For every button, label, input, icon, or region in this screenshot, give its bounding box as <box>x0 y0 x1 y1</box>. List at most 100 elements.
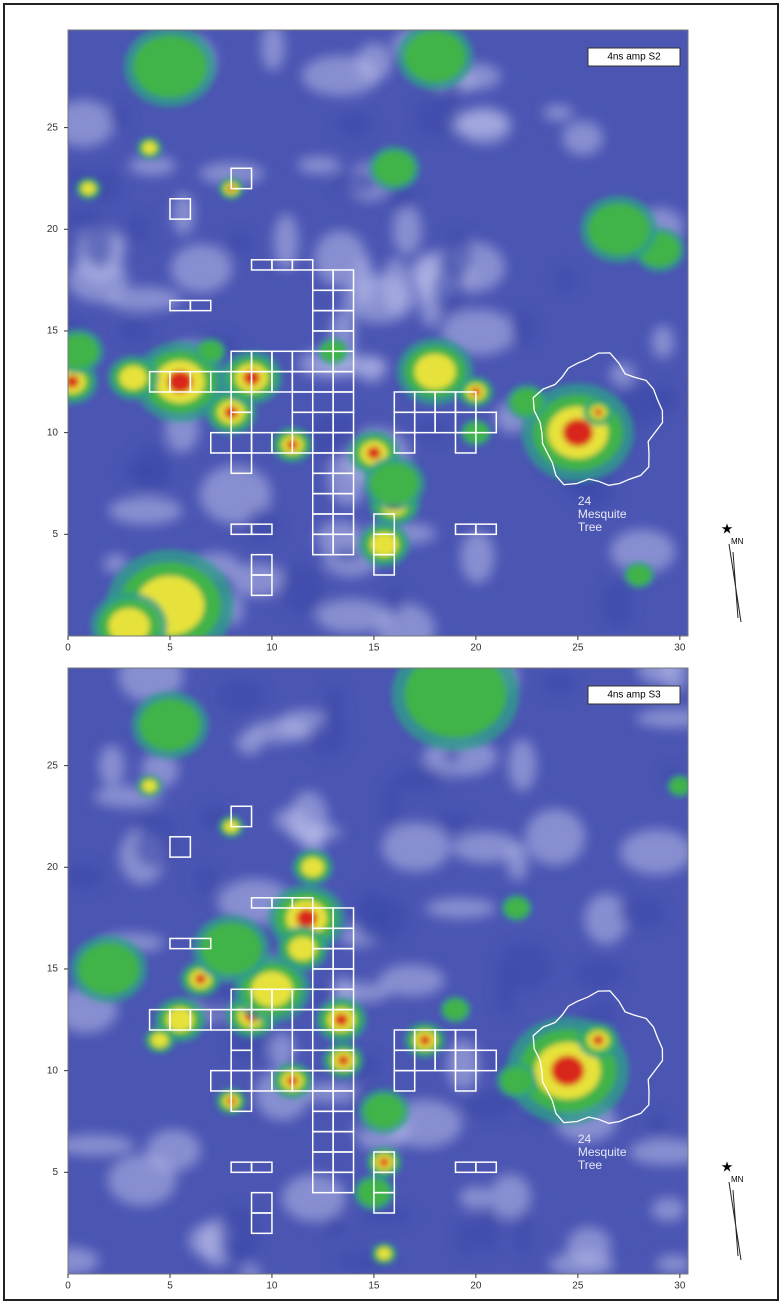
anomaly <box>109 608 150 643</box>
anomaly <box>338 1055 349 1065</box>
dark-patch <box>437 811 471 833</box>
anomaly <box>65 376 79 389</box>
dark-patch <box>194 866 218 894</box>
anomaly <box>405 651 507 737</box>
y-tick-label: 10 <box>47 1065 59 1076</box>
anomaly <box>143 780 157 792</box>
y-tick-label: 25 <box>47 760 59 771</box>
north-arrow <box>729 544 741 622</box>
anomaly <box>588 203 649 255</box>
anomaly <box>334 1014 348 1027</box>
dark-patch <box>510 309 535 348</box>
anomaly <box>133 35 206 97</box>
dark-patch <box>244 508 278 543</box>
light-patch <box>461 531 495 584</box>
dark-patch <box>381 780 401 827</box>
light-patch <box>302 56 380 96</box>
x-tick-label: 10 <box>266 1281 278 1292</box>
light-patch <box>656 1255 692 1274</box>
anomaly <box>367 447 381 460</box>
light-patch <box>562 121 603 155</box>
light-patch <box>382 823 451 872</box>
panel-label: 4ns amp S2 <box>607 52 661 63</box>
x-tick-label: 30 <box>674 1281 686 1292</box>
x-tick-label: 25 <box>572 643 584 654</box>
dark-patch <box>218 679 265 713</box>
light-patch <box>377 604 435 656</box>
light-patch <box>610 363 635 386</box>
light-patch <box>282 1174 346 1221</box>
y-tick-label: 25 <box>47 122 59 133</box>
annotation: Mesquite <box>578 507 627 521</box>
x-tick-label: 5 <box>167 1281 173 1292</box>
dark-patch <box>337 111 372 138</box>
light-patch <box>426 898 496 918</box>
dark-patch <box>60 209 101 227</box>
north-star: ★ <box>721 1159 734 1175</box>
anomaly <box>143 142 157 154</box>
light-patch <box>508 739 536 791</box>
anomaly <box>593 1035 604 1045</box>
light-patch <box>236 731 263 755</box>
dark-patch <box>118 319 151 343</box>
light-patch <box>543 105 573 121</box>
x-tick-label: 5 <box>167 643 173 654</box>
anomaly <box>302 858 324 877</box>
x-tick-label: 0 <box>65 1281 71 1292</box>
dark-patch <box>457 1218 477 1257</box>
light-patch <box>452 832 520 863</box>
light-patch <box>274 214 299 271</box>
light-patch <box>108 1155 176 1206</box>
dark-patch <box>354 891 389 941</box>
y-tick-label: 10 <box>47 427 59 438</box>
dark-patch <box>497 942 551 990</box>
light-patch <box>240 1265 261 1282</box>
heatmap <box>47 6 688 662</box>
dark-patch <box>330 544 364 563</box>
dark-patch <box>359 1208 414 1224</box>
anomaly <box>594 409 602 417</box>
anomaly <box>152 1033 168 1047</box>
anomaly <box>377 1248 391 1260</box>
light-patch <box>652 325 674 358</box>
light-patch <box>109 497 183 525</box>
anomaly <box>500 1067 533 1095</box>
heatmap <box>42 639 706 1282</box>
annotation: 24 <box>578 1132 592 1146</box>
dark-patch <box>556 268 575 292</box>
panel-label: 4ns amp S3 <box>607 690 661 701</box>
light-patch <box>55 1135 134 1156</box>
anomaly <box>195 974 206 984</box>
anomaly <box>379 1158 389 1167</box>
dark-patch <box>647 1112 667 1139</box>
y-tick-label: 5 <box>52 1167 58 1178</box>
dark-patch <box>394 766 444 793</box>
north-label: MN <box>731 537 744 546</box>
dark-patch <box>617 897 666 928</box>
annotation: Tree <box>578 1158 603 1172</box>
dark-patch <box>514 1210 531 1256</box>
anomaly <box>627 565 651 586</box>
y-tick-label: 15 <box>47 326 59 337</box>
light-patch <box>393 205 422 255</box>
anomaly <box>199 341 223 362</box>
anomaly <box>139 699 200 751</box>
light-patch <box>636 709 706 728</box>
anomaly <box>120 366 147 390</box>
light-patch <box>525 809 585 865</box>
light-patch <box>52 100 114 147</box>
anomaly <box>374 151 415 186</box>
figure: 24MesquiteTree4ns amp S20510152025305101… <box>0 0 782 1304</box>
light-patch <box>651 1198 685 1222</box>
anomaly <box>670 777 690 794</box>
anomaly <box>370 463 419 504</box>
x-tick-label: 15 <box>368 1281 380 1292</box>
dark-patch <box>414 421 450 440</box>
light-patch <box>42 1247 99 1274</box>
light-patch <box>269 1032 294 1068</box>
light-patch <box>620 829 693 874</box>
light-patch <box>287 824 342 840</box>
dark-patch <box>386 587 406 616</box>
light-patch <box>297 157 340 174</box>
anomaly <box>415 354 456 389</box>
